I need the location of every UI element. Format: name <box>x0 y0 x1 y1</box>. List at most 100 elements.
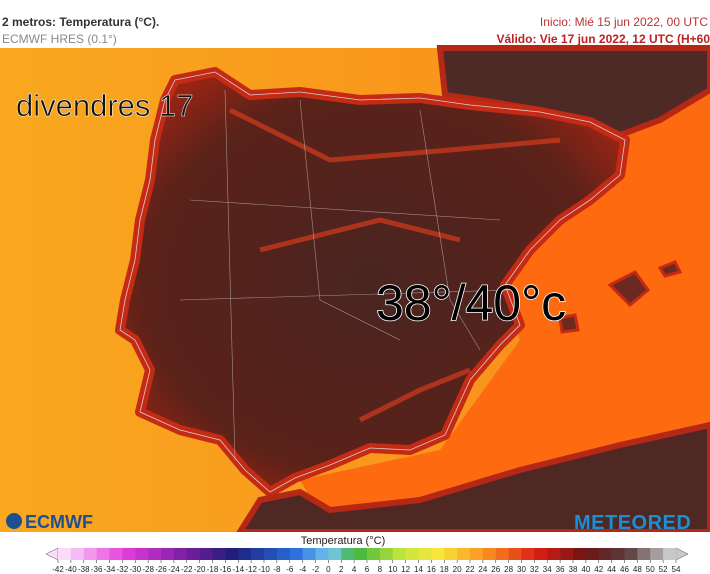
tick-label: -22 <box>181 565 193 574</box>
tick-label: 8 <box>378 565 383 574</box>
color-swatch <box>83 548 97 560</box>
color-swatch <box>379 548 394 560</box>
temperature-label: 38°/40°c <box>376 275 566 331</box>
color-swatch <box>161 548 175 560</box>
color-swatch <box>264 548 278 560</box>
color-swatch <box>598 548 612 560</box>
tick-label: 4 <box>352 565 357 574</box>
map-title: 2 metros: Temperatura (°C). <box>2 15 159 29</box>
borders <box>179 89 511 461</box>
color-swatch <box>495 548 509 560</box>
color-swatch <box>482 548 497 560</box>
logo-left: ECMWF <box>6 512 93 532</box>
valid-time: Válido: Vie 17 jun 2022, 12 UTC (H+60 <box>496 32 710 46</box>
color-swatch <box>328 548 342 560</box>
africa-land <box>234 421 710 535</box>
tick-label: -34 <box>104 565 116 574</box>
color-swatch <box>405 548 419 560</box>
color-swatch <box>521 548 535 560</box>
tick-label: -18 <box>207 565 219 574</box>
tick-label: 12 <box>401 565 410 574</box>
color-swatch <box>109 548 123 560</box>
tick-label: 44 <box>607 565 616 574</box>
tick-label: 16 <box>427 565 436 574</box>
tick-label: 24 <box>478 565 487 574</box>
color-swatch <box>637 548 651 560</box>
mountain-ranges <box>228 107 561 423</box>
tick-label: 28 <box>504 565 513 574</box>
tick-label: -2 <box>312 565 320 574</box>
logo-icon <box>6 513 22 529</box>
color-swatch <box>199 548 213 560</box>
color-swatch <box>96 548 110 560</box>
tick-label: 38 <box>569 565 578 574</box>
day-label: divendres 17 <box>16 88 194 123</box>
logo-right: METEORED <box>574 512 691 534</box>
tick-label: -28 <box>142 565 154 574</box>
tick-label: 6 <box>365 565 370 574</box>
color-swatch <box>418 548 432 560</box>
color-swatch <box>611 548 625 560</box>
balearic-islands <box>558 260 683 334</box>
tick-label: -10 <box>258 565 270 574</box>
color-swatch <box>354 548 368 560</box>
color-swatch <box>663 548 677 560</box>
color-swatch <box>534 548 548 560</box>
color-swatch <box>186 548 200 560</box>
color-swatch <box>212 548 226 560</box>
color-swatch <box>457 548 471 560</box>
color-swatch <box>276 548 291 560</box>
legend-title: Temperatura (°C) <box>301 535 385 547</box>
tick-label: -38 <box>78 565 90 574</box>
tick-label: 26 <box>491 565 500 574</box>
tick-label: 0 <box>326 565 331 574</box>
color-swatch <box>148 548 162 560</box>
color-swatch <box>444 548 458 560</box>
tick-label: -24 <box>168 565 180 574</box>
color-swatch <box>122 548 136 560</box>
tick-label: -32 <box>117 565 129 574</box>
tick-label: 32 <box>530 565 539 574</box>
color-swatch <box>547 548 561 560</box>
color-swatch <box>315 548 329 560</box>
tick-label: 34 <box>543 565 552 574</box>
tick-label: -40 <box>65 565 77 574</box>
color-swatch <box>251 548 265 560</box>
tick-label: 10 <box>388 565 397 574</box>
color-swatch <box>58 548 72 560</box>
color-swatch <box>650 548 664 560</box>
tick-label: -20 <box>194 565 206 574</box>
tick-label: 54 <box>672 565 681 574</box>
tick-label: -8 <box>273 565 281 574</box>
tick-label: 14 <box>414 565 423 574</box>
tick-label: 52 <box>659 565 668 574</box>
header-bg <box>0 0 710 48</box>
tick-label: 42 <box>594 565 603 574</box>
tick-label: -42 <box>52 565 64 574</box>
coastline <box>119 71 626 493</box>
tick-label: 20 <box>453 565 462 574</box>
color-swatch <box>173 548 188 560</box>
color-swatch <box>302 548 316 560</box>
tick-label: 22 <box>466 565 475 574</box>
logo-left-text: ECMWF <box>25 512 93 532</box>
tick-label: 46 <box>620 565 629 574</box>
tick-label: -14 <box>232 565 244 574</box>
model-name: ECMWF HRES (0.1°) <box>2 32 117 46</box>
color-swatch <box>70 548 85 560</box>
color-swatch <box>560 548 574 560</box>
color-bar: -42 -40 -38 -36 -34 -32 -30 -28 -26 -24 -22 -20 -18-… <box>45 547 689 574</box>
init-time: Inicio: Mié 15 jun 2022, 00 UTC <box>540 15 708 29</box>
tick-label: 36 <box>556 565 565 574</box>
color-swatch <box>367 548 381 560</box>
tick-label: -26 <box>155 565 167 574</box>
color-swatch <box>225 548 239 560</box>
tick-label: 2 <box>339 565 344 574</box>
color-swatch <box>624 548 638 560</box>
tick-label: -30 <box>129 565 141 574</box>
color-swatch <box>341 548 355 560</box>
tick-label: 48 <box>633 565 642 574</box>
tick-label: -12 <box>245 565 257 574</box>
